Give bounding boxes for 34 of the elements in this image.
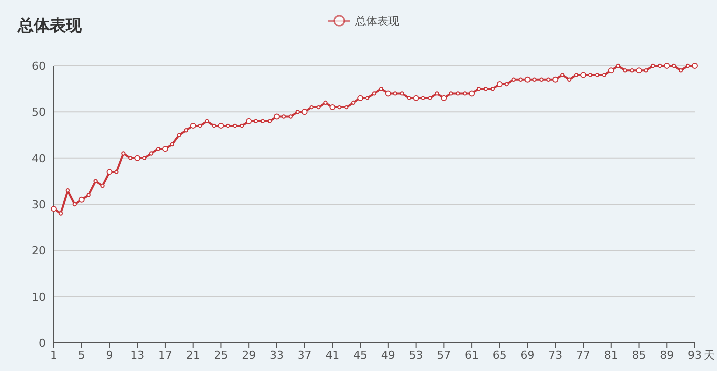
x-tick-label: 41 bbox=[326, 349, 340, 362]
x-tick-label: 89 bbox=[660, 349, 674, 362]
y-tick-label: 40 bbox=[32, 152, 46, 166]
x-tick-label: 33 bbox=[270, 349, 284, 362]
y-tick-label: 60 bbox=[32, 60, 46, 73]
x-tick-label: 61 bbox=[465, 349, 480, 362]
y-tick-label: 20 bbox=[32, 244, 46, 258]
y-tick-label: 10 bbox=[32, 290, 46, 304]
x-tick-label: 53 bbox=[409, 349, 424, 362]
x-tick-label: 9 bbox=[106, 349, 114, 362]
x-tick-label: 93 bbox=[688, 349, 702, 362]
y-tick-label: 50 bbox=[32, 106, 46, 120]
x-tick-label: 29 bbox=[242, 349, 256, 362]
chart-title: 总体表现 bbox=[17, 16, 83, 35]
x-tick-label: 17 bbox=[158, 349, 172, 362]
x-axis-title: 天 bbox=[704, 349, 715, 362]
x-tick-label: 69 bbox=[520, 349, 535, 362]
x-tick-label: 73 bbox=[548, 349, 563, 362]
x-tick-label: 81 bbox=[604, 349, 618, 362]
x-tick-label: 37 bbox=[298, 349, 312, 362]
x-tick-label: 5 bbox=[78, 349, 86, 362]
x-tick-label: 13 bbox=[130, 349, 145, 362]
x-tick-label: 57 bbox=[437, 349, 452, 362]
x-tick-label: 1 bbox=[50, 349, 58, 362]
legend-label: 总体表现 bbox=[354, 15, 400, 28]
x-tick-label: 21 bbox=[186, 349, 200, 362]
y-tick-label: 0 bbox=[39, 337, 46, 350]
x-tick-label: 45 bbox=[354, 349, 368, 362]
x-tick-label: 77 bbox=[576, 349, 591, 362]
y-tick-label: 30 bbox=[32, 198, 46, 212]
x-tick-label: 85 bbox=[632, 349, 646, 362]
x-tick-label: 25 bbox=[214, 349, 228, 362]
x-tick-label: 49 bbox=[381, 349, 396, 362]
x-tick-label: 65 bbox=[492, 349, 507, 362]
